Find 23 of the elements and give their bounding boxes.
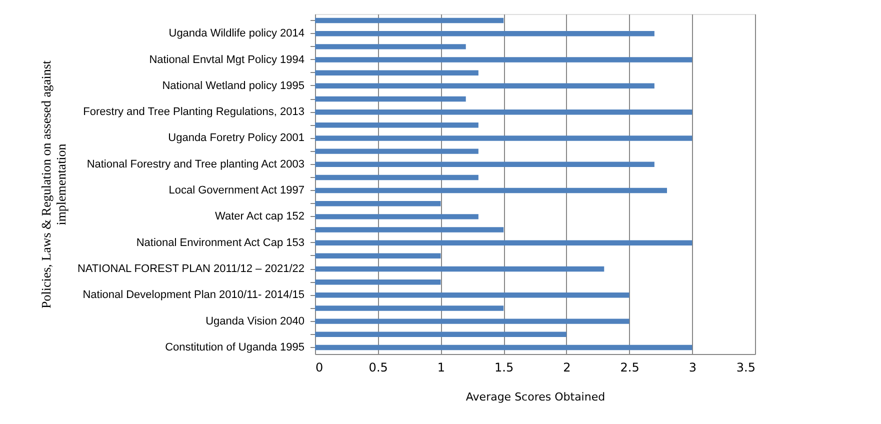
y-tick-label: National Environment Act Cap 153 <box>136 236 304 249</box>
x-tick-label: 1.5 <box>494 360 514 374</box>
y-tick-label: NATIONAL FOREST PLAN 2011/12 – 2021/22 <box>77 263 304 275</box>
y-tick-label: National Wetland policy 1995 <box>162 80 304 92</box>
y-tick-label: National Forestry and Tree planting Act 2003 <box>86 158 304 170</box>
y-tick-label: Uganda Foretry Policy 2001 <box>168 132 304 144</box>
y-tick-label: Uganda Wildlife policy 2014 <box>168 28 304 40</box>
y-tick-label: Constitution of Uganda 1995 <box>165 341 304 354</box>
y-axis-title: Policies, Laws & Regulation on assesed against implementation <box>38 60 68 309</box>
y-tick-label: National Development Plan 2010/11- 2014/15 <box>82 289 304 302</box>
y-tick-label: Water Act cap 152 <box>215 210 304 223</box>
x-tick-label: 0 <box>316 360 324 374</box>
x-tick-label: 2 <box>563 360 571 374</box>
y-tick-label: National Envtal Mgt Policy 1994 <box>149 54 304 66</box>
y-tick-label: Uganda Vision 2040 <box>206 315 304 328</box>
x-tick-label: 2.5 <box>620 360 640 374</box>
x-tick-label: 0.5 <box>368 360 388 374</box>
x-tick-label: 3.5 <box>736 360 756 374</box>
x-tick-label: 1 <box>437 360 446 374</box>
y-tick-label: Forestry and Tree Planting Regulations, 2013 <box>83 106 304 118</box>
x-tick-label: 3 <box>688 360 696 374</box>
y-tick-label: Local Government Act 1997 <box>168 184 304 197</box>
x-axis-title: Average Scores Obtained <box>466 390 606 404</box>
